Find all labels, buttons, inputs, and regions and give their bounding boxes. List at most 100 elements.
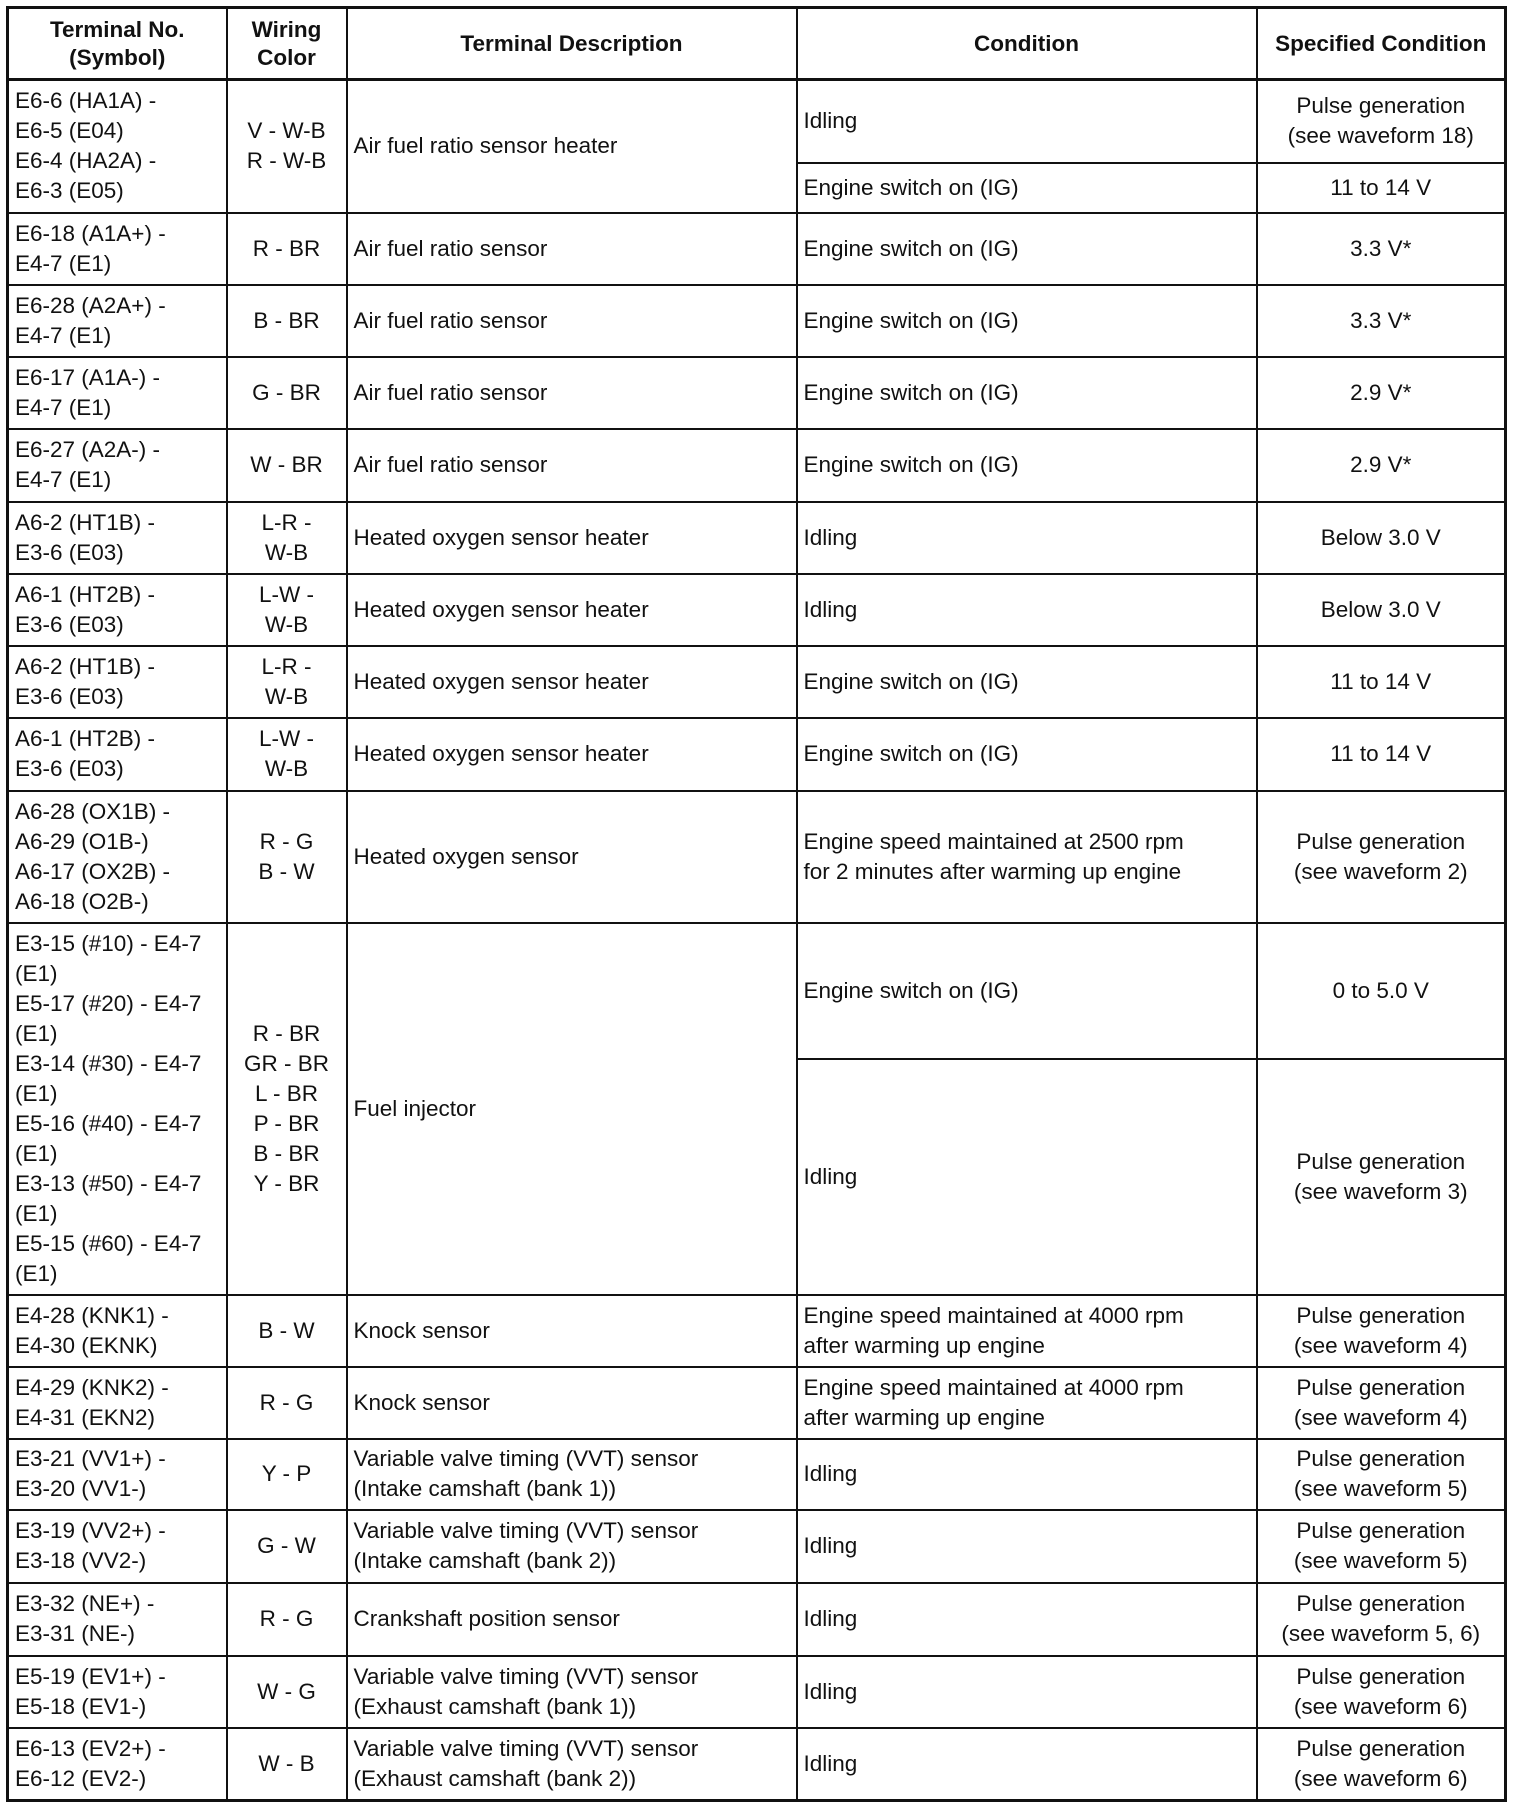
terminal-cell: E4-28 (KNK1) - E4-30 (EKNK) — [6, 1293, 228, 1368]
wiring-color-cell: R - G — [225, 1581, 348, 1657]
table-row: E3-32 (NE+) - E3-31 (NE-) R - G Crankshaft… — [6, 1581, 1507, 1657]
description-cell: Heated oxygen sensor heater — [345, 716, 798, 792]
specified-condition-cell: Pulse generation (see waveform 6) — [1255, 1726, 1507, 1802]
specified-condition-cell: Pulse generation (see waveform 4) — [1255, 1365, 1507, 1440]
description-cell: Air fuel ratio sensor — [345, 427, 798, 503]
terminal-cell: E6-17 (A1A-) - E4-7 (E1) — [6, 355, 228, 430]
condition-cell: Idling — [795, 1057, 1258, 1296]
wiring-color-cell: R - BR GR - BR L - BR P - BR B - BR Y - … — [225, 921, 348, 1296]
specified-condition-cell: Pulse generation (see waveform 6) — [1255, 1654, 1507, 1729]
table-row: A6-2 (HT1B) - E3-6 (E03) L-R - W-B Heated … — [6, 500, 1507, 575]
specified-condition-cell: Pulse generation (see waveform 3) — [1255, 1057, 1507, 1296]
wiring-color-cell: R - G B - W — [225, 789, 348, 924]
specified-condition-cell: Pulse generation (see waveform 18) — [1255, 78, 1507, 164]
table-row: E4-28 (KNK1) - E4-30 (EKNK) B - W Knock se… — [6, 1293, 1507, 1368]
specified-condition-cell: Pulse generation (see waveform 4) — [1255, 1293, 1507, 1368]
table-row: E6-28 (A2A+) - E4-7 (E1) B - BR Air fuel r… — [6, 283, 1507, 358]
wiring-color-cell: W - G — [225, 1654, 348, 1729]
table-row: Engine switch on (IG) 11 to 14 V — [8, 161, 1507, 214]
wiring-color-cell: W - B — [225, 1726, 348, 1802]
specified-condition-cell: 0 to 5.0 V — [1255, 921, 1507, 1060]
wiring-color-cell: W - BR — [225, 427, 348, 503]
specified-condition-cell: Below 3.0 V — [1255, 500, 1507, 575]
terminal-cell: E4-29 (KNK2) - E4-31 (EKN2) — [6, 1365, 228, 1440]
terminal-cell: E6-13 (EV2+) - E6-12 (EV2-) — [6, 1726, 228, 1802]
terminal-cell: A6-2 (HT1B) - E3-6 (E03) — [6, 644, 228, 719]
terminal-cell: E6-27 (A2A-) - E4-7 (E1) — [6, 427, 228, 503]
description-cell: Variable valve timing (VVT) sensor (Exha… — [345, 1654, 798, 1729]
wiring-color-cell: B - BR — [225, 283, 348, 358]
condition-cell: Idling — [795, 78, 1258, 164]
wiring-color-cell: L-W - W-B — [225, 716, 348, 792]
wiring-color-cell: Y - P — [225, 1437, 348, 1511]
condition-cell: Idling — [795, 572, 1258, 647]
condition-cell: Idling — [795, 500, 1258, 575]
terminal-table: Terminal No. (Symbol) Wiring Color Termina… — [6, 6, 1507, 1802]
specified-condition-cell: 2.9 V* — [1255, 355, 1507, 430]
specified-condition-cell: 11 to 14 V — [1255, 644, 1507, 719]
description-cell: Air fuel ratio sensor — [345, 283, 798, 358]
wiring-color-cell: L-W - W-B — [225, 572, 348, 647]
terminal-cell: E3-21 (VV1+) - E3-20 (VV1-) — [6, 1437, 228, 1511]
condition-cell: Engine switch on (IG) — [795, 283, 1258, 358]
description-cell: Fuel injector — [345, 921, 798, 1296]
specified-condition-cell: 3.3 V* — [1255, 283, 1507, 358]
table-row: A6-28 (OX1B) - A6-29 (O1B-) A6-17 (OX2B)… — [6, 789, 1507, 924]
condition-cell: Idling — [795, 1508, 1258, 1584]
specified-condition-cell: 2.9 V* — [1255, 427, 1507, 503]
terminal-cell: E6-6 (HA1A) - E6-5 (E04) E6-4 (HA2A) - E… — [6, 78, 228, 214]
table-row: A6-1 (HT2B) - E3-6 (E03) L-W - W-B Heated … — [6, 716, 1507, 792]
table-row: E6-6 (HA1A) - E6-5 (E04) E6-4 (HA2A) - E… — [6, 78, 1507, 214]
condition-cell: Idling — [795, 1654, 1258, 1729]
description-cell: Variable valve timing (VVT) sensor (Inta… — [345, 1437, 798, 1511]
condition-cell: Engine switch on (IG) — [795, 644, 1258, 719]
condition-cell: Engine speed maintained at 4000 rpm afte… — [795, 1293, 1258, 1368]
description-cell: Crankshaft position sensor — [345, 1581, 798, 1657]
specified-condition-cell: 3.3 V* — [1255, 211, 1507, 286]
description-cell: Air fuel ratio sensor — [345, 211, 798, 286]
header-specified-condition: Specified Condition — [1255, 6, 1507, 81]
description-cell: Air fuel ratio sensor — [345, 355, 798, 430]
wiring-color-cell: G - BR — [225, 355, 348, 430]
description-cell: Knock sensor — [345, 1365, 798, 1440]
terminal-cell: A6-1 (HT2B) - E3-6 (E03) — [6, 716, 228, 792]
table-row: E4-29 (KNK2) - E4-31 (EKN2) R - G Knock se… — [6, 1365, 1507, 1440]
wiring-color-cell: G - W — [225, 1508, 348, 1584]
wiring-color-cell: R - G — [225, 1365, 348, 1440]
table-row: E6-17 (A1A-) - E4-7 (E1) G - BR Air fuel r… — [6, 355, 1507, 430]
table-row: A6-2 (HT1B) - E3-6 (E03) L-R - W-B Heated … — [6, 644, 1507, 719]
condition-cell: Engine switch on (IG) — [795, 716, 1258, 792]
header-condition: Condition — [795, 6, 1258, 81]
table-row: E5-19 (EV1+) - E5-18 (EV1-) W - G Variable… — [6, 1654, 1507, 1729]
description-cell: Heated oxygen sensor heater — [345, 644, 798, 719]
condition-cell: Engine switch on (IG) — [795, 921, 1258, 1060]
condition-cell: Engine switch on (IG) — [795, 211, 1258, 286]
description-cell: Air fuel ratio sensor heater — [345, 78, 798, 214]
condition-cell: Engine switch on (IG) — [795, 161, 1258, 214]
header-description: Terminal Description — [345, 6, 798, 81]
description-cell: Heated oxygen sensor — [345, 789, 798, 924]
specified-condition-cell: Pulse generation (see waveform 5, 6) — [1255, 1581, 1507, 1657]
terminal-cell: E3-32 (NE+) - E3-31 (NE-) — [6, 1581, 228, 1657]
wiring-color-cell: V - W-B R - W-B — [225, 78, 348, 214]
table-row: Idling Pulse generation (see waveform 3) — [8, 1057, 1507, 1296]
condition-cell: Idling — [795, 1437, 1258, 1511]
specified-condition-cell: 11 to 14 V — [1255, 161, 1507, 214]
table-row: E6-13 (EV2+) - E6-12 (EV2-) W - B Variable… — [6, 1726, 1507, 1802]
header-wiring-color: Wiring Color — [225, 6, 348, 81]
terminal-cell: E6-18 (A1A+) - E4-7 (E1) — [6, 211, 228, 286]
terminal-cell: E6-28 (A2A+) - E4-7 (E1) — [6, 283, 228, 358]
table-row: E3-15 (#10) - E4-7 (E1) E5-17 (#20) - E4… — [6, 921, 1507, 1296]
terminal-cell: A6-1 (HT2B) - E3-6 (E03) — [6, 572, 228, 647]
condition-cell: Engine speed maintained at 4000 rpm afte… — [795, 1365, 1258, 1440]
wiring-color-cell: R - BR — [225, 211, 348, 286]
wiring-color-cell: B - W — [225, 1293, 348, 1368]
header-terminal: Terminal No. (Symbol) — [6, 6, 228, 81]
table-row: E3-19 (VV2+) - E3-18 (VV2-) G - W Variable… — [6, 1508, 1507, 1584]
specified-condition-cell: 11 to 14 V — [1255, 716, 1507, 792]
description-cell: Knock sensor — [345, 1293, 798, 1368]
condition-cell: Engine switch on (IG) — [795, 427, 1258, 503]
description-cell: Heated oxygen sensor heater — [345, 500, 798, 575]
specified-condition-cell: Pulse generation (see waveform 2) — [1255, 789, 1507, 924]
specified-condition-cell: Pulse generation (see waveform 5) — [1255, 1508, 1507, 1584]
